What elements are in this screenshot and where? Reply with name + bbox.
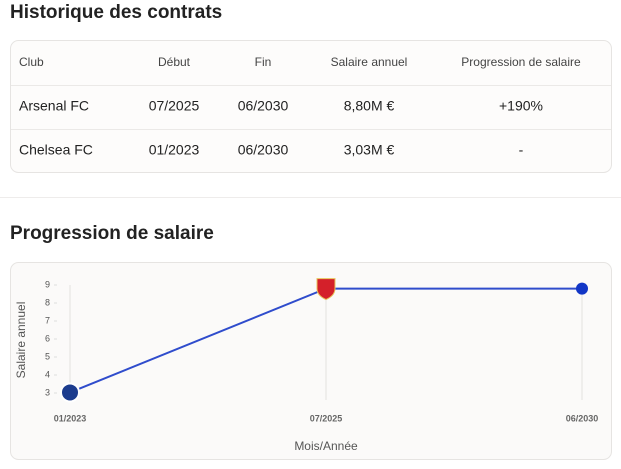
club-badge <box>316 278 336 301</box>
y-tick-label: 5 <box>45 351 50 361</box>
section-title: Progression de salaire <box>10 223 214 244</box>
table-header: Début <box>158 55 191 69</box>
y-tick-label: 3 <box>45 387 50 397</box>
y-axis-label: Salaire annuel <box>14 302 28 379</box>
section-title: Historique des contrats <box>10 2 222 23</box>
club-badge <box>60 382 80 403</box>
table-cell: +190% <box>499 98 543 114</box>
x-tick-label: 06/2030 <box>566 413 599 423</box>
table-cell: 01/2023 <box>149 142 200 158</box>
table-header: Fin <box>255 55 272 69</box>
y-tick-label: 6 <box>45 333 50 343</box>
table-cell: 07/2025 <box>149 98 200 114</box>
table-header: Club <box>19 55 44 69</box>
x-tick-label: 07/2025 <box>310 413 343 423</box>
table-cell: 8,80M € <box>344 98 395 114</box>
table-cell: - <box>519 142 524 158</box>
x-tick-label: 01/2023 <box>54 413 87 423</box>
x-axis-label: Mois/Année <box>294 439 358 453</box>
table-cell: 06/2030 <box>238 98 289 114</box>
table-cell: 3,03M € <box>344 142 395 158</box>
y-tick-label: 9 <box>45 279 50 289</box>
table-header: Progression de salaire <box>461 55 581 69</box>
table-cell: Arsenal FC <box>19 98 89 114</box>
table-cell: Chelsea FC <box>19 142 93 158</box>
y-tick-label: 8 <box>45 297 50 307</box>
y-tick-label: 7 <box>45 315 50 325</box>
table-cell: 06/2030 <box>238 142 289 158</box>
chart-card <box>10 262 612 460</box>
table-header: Salaire annuel <box>331 55 408 69</box>
point <box>576 282 588 295</box>
table-card <box>10 40 612 173</box>
y-tick-label: 4 <box>45 369 50 379</box>
